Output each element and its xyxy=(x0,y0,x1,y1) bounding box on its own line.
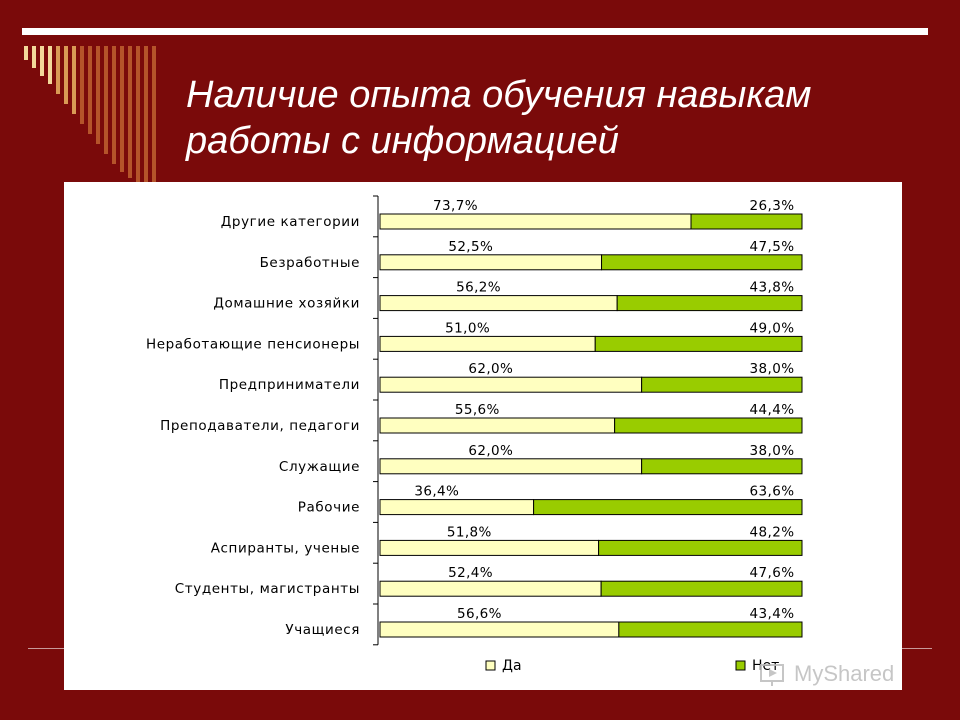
category-label: Предприниматели xyxy=(219,377,360,393)
decor-stripe xyxy=(40,46,44,76)
category-label: Неработающие пенсионеры xyxy=(146,336,360,352)
category-label: Служащие xyxy=(279,459,360,475)
data-label-net: 47,6% xyxy=(750,565,795,581)
legend-label: Да xyxy=(502,658,522,674)
decor-stripe xyxy=(72,46,76,114)
bar-net xyxy=(616,295,803,312)
decor-stripe xyxy=(24,46,28,60)
bar-net xyxy=(618,621,803,638)
bar-da xyxy=(379,539,600,556)
category-label: Аспиранты, ученые xyxy=(211,540,360,556)
bar-da xyxy=(379,499,535,516)
legend-swatch xyxy=(485,660,496,671)
data-label-net: 63,6% xyxy=(750,484,795,500)
decor-stripe xyxy=(136,46,140,184)
decor-stripe xyxy=(64,46,68,104)
data-label-da: 73,7% xyxy=(433,198,478,214)
category-label: Рабочие xyxy=(298,500,360,516)
decor-stripe xyxy=(88,46,92,134)
data-label-da: 52,4% xyxy=(448,565,493,581)
bar-net xyxy=(598,539,803,556)
decor-stripe xyxy=(32,46,36,68)
decor-stripe xyxy=(56,46,60,94)
category-label: Преподаватели, педагоги xyxy=(160,418,360,434)
bar-da xyxy=(379,580,602,597)
bar-da xyxy=(379,254,603,271)
data-label-da: 55,6% xyxy=(455,402,500,418)
decor-stripe xyxy=(144,46,148,188)
decor-stripe xyxy=(120,46,124,172)
bar-da xyxy=(379,213,692,230)
data-label-da: 51,8% xyxy=(447,524,492,540)
chart-panel: 73,7% 26,3% Другие категории 52,5% 47,5% Безр… xyxy=(64,182,902,690)
data-label-net: 48,2% xyxy=(750,524,795,540)
legend-swatch xyxy=(735,660,746,671)
bar-da xyxy=(379,335,596,352)
data-label-da: 51,0% xyxy=(445,320,490,336)
data-label-net: 38,0% xyxy=(750,443,795,459)
bar-net xyxy=(600,580,803,597)
bar-da xyxy=(379,458,643,475)
category-label: Другие категории xyxy=(221,214,360,230)
decor-stripe xyxy=(96,46,100,144)
slide-title-line-1: Наличие опыта обучения навыкам xyxy=(186,74,812,116)
category-label: Студенты, магистранты xyxy=(175,581,360,597)
bar-net xyxy=(641,376,803,393)
stacked-bar-chart: 73,7% 26,3% Другие категории 52,5% 47,5% Безр… xyxy=(146,195,803,674)
data-label-net: 49,0% xyxy=(750,320,795,336)
data-label-da: 62,0% xyxy=(468,443,513,459)
decor-stripe xyxy=(104,46,108,154)
decor-stripe xyxy=(152,46,156,192)
data-label-da: 52,5% xyxy=(448,239,493,255)
bar-da xyxy=(379,376,643,393)
data-label-net: 43,4% xyxy=(750,606,795,622)
category-label: Учащиеся xyxy=(285,622,360,638)
decor-stripe xyxy=(80,46,84,124)
category-label: Безработные xyxy=(260,255,360,271)
decor-stripe xyxy=(112,46,116,164)
category-label: Домашние хозяйки xyxy=(213,296,360,312)
data-label-da: 62,0% xyxy=(468,361,513,377)
data-label-da: 36,4% xyxy=(414,484,459,500)
bar-net xyxy=(601,254,803,271)
bar-da xyxy=(379,417,616,434)
top-rule xyxy=(22,28,928,35)
bar-net xyxy=(614,417,803,434)
data-label-net: 43,8% xyxy=(750,280,795,296)
bar-net xyxy=(690,213,803,230)
bar-da xyxy=(379,295,618,312)
data-label-net: 44,4% xyxy=(750,402,795,418)
watermark: MyShared xyxy=(760,660,894,688)
decor-stripe xyxy=(48,46,52,84)
decor-stripe xyxy=(128,46,132,178)
data-label-da: 56,6% xyxy=(457,606,502,622)
data-label-da: 56,2% xyxy=(456,280,501,296)
bar-da xyxy=(379,621,620,638)
slide-title-line-2: работы с информацией xyxy=(186,120,619,162)
slide-title: Наличие опыта обучения навыкам работы с … xyxy=(186,72,906,164)
data-label-net: 38,0% xyxy=(750,361,795,377)
data-label-net: 26,3% xyxy=(750,198,795,214)
bar-net xyxy=(533,499,803,516)
data-label-net: 47,5% xyxy=(750,239,795,255)
bar-net xyxy=(641,458,803,475)
presentation-icon xyxy=(760,664,784,686)
bar-net xyxy=(594,335,803,352)
watermark-text: MyShared xyxy=(794,661,895,686)
